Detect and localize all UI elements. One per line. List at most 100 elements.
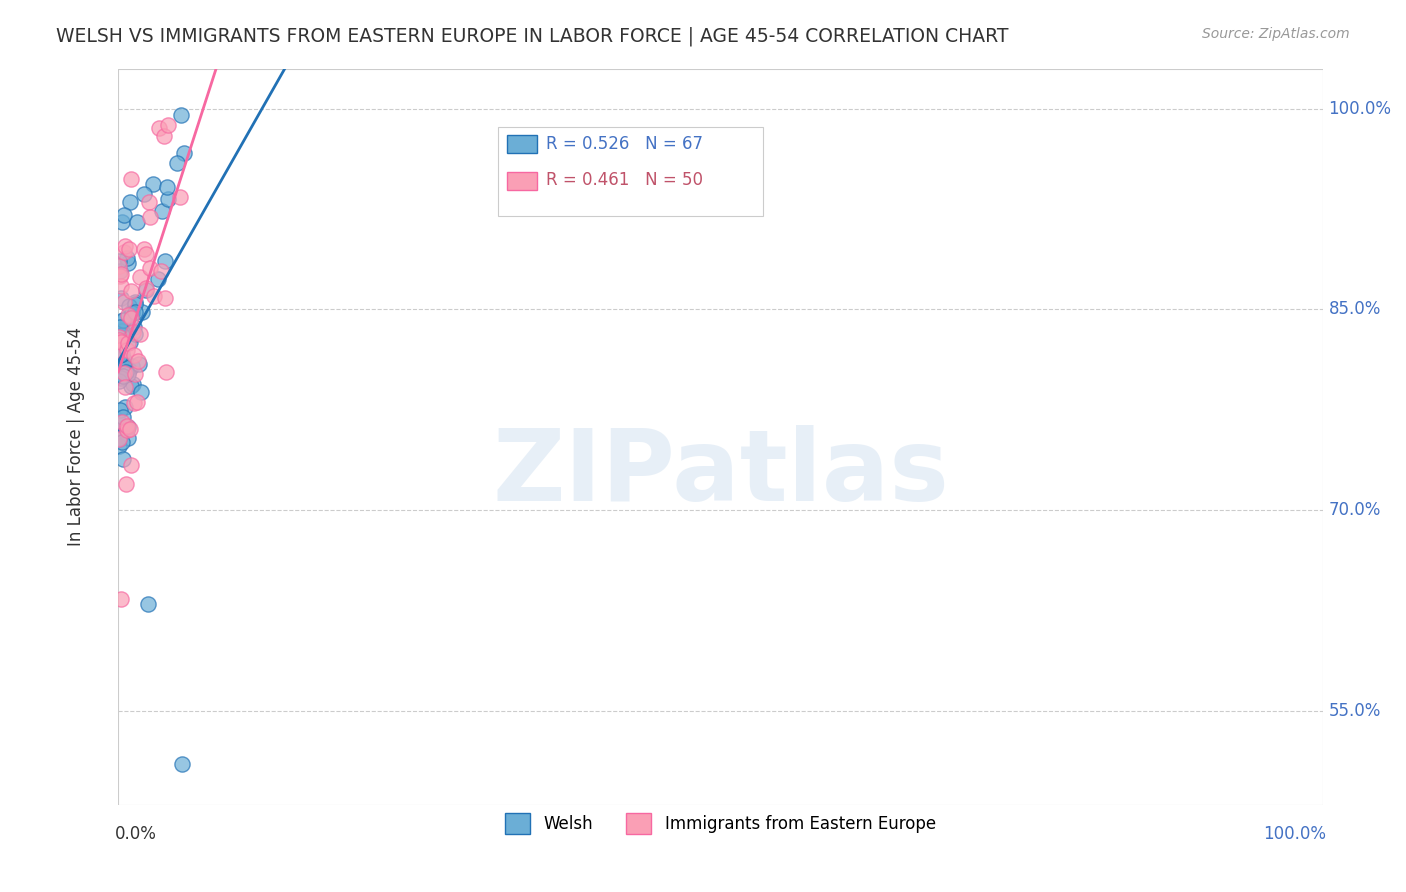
- Point: [150, 264, 173, 278]
- Point: [110, 292, 132, 306]
- Point: [143, 289, 166, 303]
- Point: [115, 318, 138, 333]
- Point: [112, 313, 135, 327]
- Point: [117, 431, 139, 445]
- Point: [114, 353, 136, 368]
- Point: [107, 260, 129, 274]
- Point: [120, 422, 142, 436]
- Point: [118, 194, 141, 209]
- Point: [111, 328, 134, 343]
- Text: In Labor Force | Age 45-54: In Labor Force | Age 45-54: [67, 327, 86, 546]
- Point: [121, 306, 143, 320]
- Text: 0.0%: 0.0%: [115, 825, 156, 843]
- Point: [127, 354, 149, 368]
- Point: [157, 118, 180, 132]
- Point: [112, 368, 135, 383]
- Point: [124, 297, 146, 311]
- Point: [111, 415, 134, 429]
- Point: [127, 215, 149, 229]
- Point: [110, 592, 132, 607]
- Point: [136, 597, 159, 611]
- Point: [114, 380, 136, 394]
- Text: R = 0.461   N = 50: R = 0.461 N = 50: [546, 171, 703, 189]
- Point: [108, 253, 131, 268]
- Point: [135, 246, 157, 260]
- Point: [108, 343, 131, 358]
- Point: [124, 305, 146, 319]
- Point: [117, 336, 139, 351]
- Point: [148, 121, 170, 136]
- Point: [172, 757, 194, 772]
- Point: [111, 324, 134, 338]
- Point: [117, 420, 139, 434]
- Point: [108, 432, 131, 446]
- Point: [134, 187, 156, 202]
- Point: [111, 410, 134, 425]
- Point: [135, 284, 157, 298]
- Point: [169, 108, 191, 122]
- Point: [112, 208, 135, 222]
- Point: [127, 394, 149, 409]
- Point: [111, 215, 134, 229]
- Point: [112, 313, 135, 327]
- Point: [110, 267, 132, 281]
- Point: [120, 172, 142, 186]
- Point: [114, 420, 136, 434]
- Text: 100.0%: 100.0%: [1329, 100, 1392, 118]
- Point: [138, 261, 160, 276]
- Point: [112, 295, 135, 310]
- Point: [156, 192, 179, 206]
- Point: [128, 326, 150, 341]
- Point: [117, 308, 139, 322]
- Point: [124, 294, 146, 309]
- Point: [110, 334, 132, 349]
- FancyBboxPatch shape: [508, 135, 537, 153]
- Point: [107, 414, 129, 428]
- Point: [115, 423, 138, 437]
- FancyBboxPatch shape: [498, 128, 762, 216]
- Point: [124, 396, 146, 410]
- Point: [107, 432, 129, 446]
- Point: [169, 190, 191, 204]
- Text: R = 0.526   N = 67: R = 0.526 N = 67: [546, 135, 703, 153]
- Point: [110, 335, 132, 350]
- Point: [118, 363, 141, 377]
- Point: [142, 177, 165, 191]
- Point: [108, 439, 131, 453]
- Point: [108, 374, 131, 388]
- Point: [120, 335, 142, 350]
- FancyBboxPatch shape: [508, 171, 537, 190]
- Point: [146, 272, 169, 286]
- Point: [117, 343, 139, 357]
- Point: [117, 367, 139, 381]
- Point: [121, 376, 143, 391]
- Point: [112, 244, 135, 259]
- Point: [153, 128, 176, 143]
- Point: [115, 251, 138, 265]
- Text: 70.0%: 70.0%: [1329, 501, 1381, 519]
- Point: [135, 281, 157, 295]
- Point: [115, 476, 138, 491]
- Point: [117, 419, 139, 434]
- Point: [153, 253, 176, 268]
- Point: [129, 269, 152, 284]
- Point: [120, 284, 142, 298]
- Point: [124, 326, 146, 341]
- Point: [114, 359, 136, 374]
- Point: [117, 256, 139, 270]
- Point: [114, 401, 136, 415]
- Point: [117, 299, 139, 313]
- Text: ZIPatlas: ZIPatlas: [492, 425, 949, 522]
- Point: [108, 403, 131, 417]
- Point: [139, 210, 162, 224]
- Point: [121, 326, 143, 340]
- Point: [120, 379, 142, 393]
- Point: [131, 305, 153, 319]
- Text: Source: ZipAtlas.com: Source: ZipAtlas.com: [1202, 27, 1350, 41]
- Point: [121, 359, 143, 374]
- Point: [132, 242, 155, 256]
- Point: [108, 348, 131, 362]
- Point: [124, 367, 146, 381]
- Point: [108, 320, 131, 334]
- Point: [115, 365, 138, 379]
